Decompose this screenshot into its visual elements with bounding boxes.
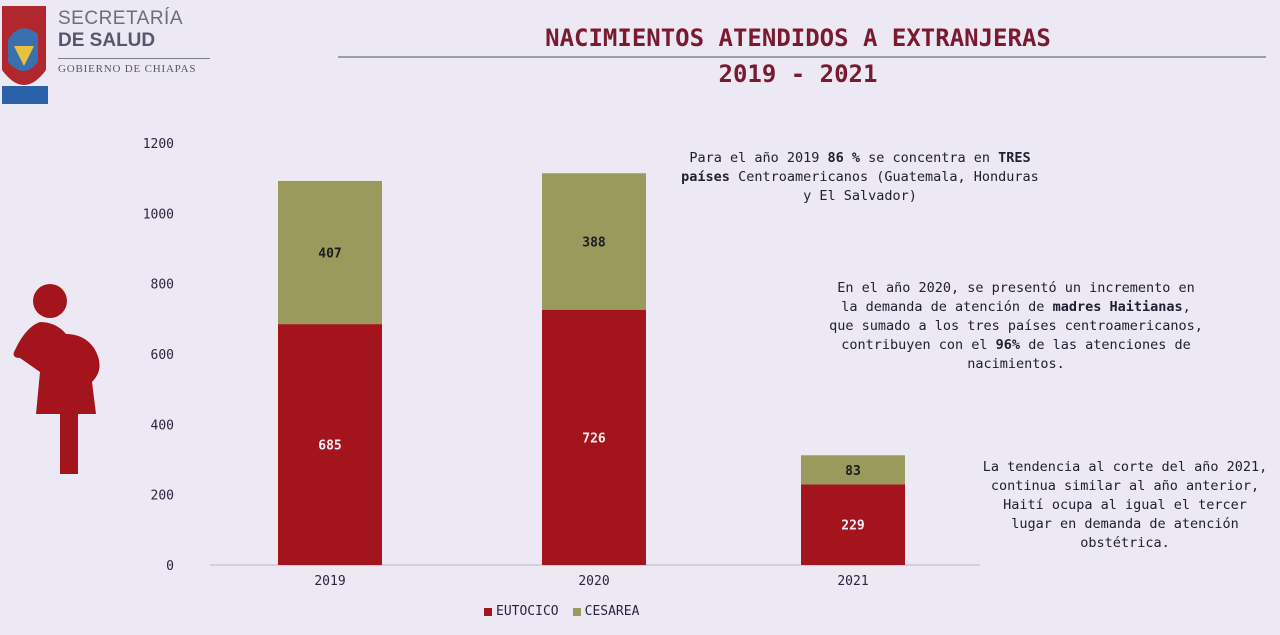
legend-item-eutocico: EUTOCICO (484, 604, 559, 619)
pregnant-woman-icon (13, 284, 100, 474)
x-tick-label: 2020 (578, 574, 609, 589)
x-tick-label: 2019 (314, 574, 345, 589)
y-tick-label: 1200 (143, 137, 174, 152)
note-2019-tres-paises: TRES países (681, 150, 1031, 185)
bar-value-label: 407 (318, 247, 341, 262)
brand-divider (58, 58, 210, 59)
bar-value-label: 83 (845, 464, 861, 479)
chart-subtitle: 2019 - 2021 (718, 60, 878, 88)
note-2019-text-a: Para el año 2019 (689, 150, 828, 166)
note-2020-madres-haitianas: madres Haitianas (1052, 299, 1183, 315)
y-tick-label: 400 (151, 418, 174, 433)
note-2020: En el año 2020, se presentó un increment… (828, 279, 1204, 374)
y-tick-label: 600 (151, 348, 174, 363)
brand-block: SECRETARÍA DE SALUD GOBIERNO DE CHIAPAS (58, 8, 210, 75)
x-tick-label: 2021 (837, 574, 868, 589)
y-tick-label: 1000 (143, 207, 174, 222)
note-2019-text-c: se concentra en (860, 150, 999, 166)
bar-eutocico-2019 (278, 324, 382, 565)
bar-value-label: 388 (582, 235, 606, 250)
note-2021: La tendencia al corte del año 2021, cont… (982, 459, 1268, 551)
note-2020-text-e: de las atenciones de nacimientos. (967, 337, 1191, 372)
bar-value-label: 685 (318, 439, 341, 454)
note-2019-percent: 86 % (827, 150, 860, 166)
note-2019: Para el año 2019 86 % se concentra en TR… (680, 149, 1040, 206)
bar-value-label: 229 (841, 519, 864, 534)
y-tick-label: 800 (151, 278, 174, 293)
brand-gobierno: GOBIERNO DE CHIAPAS (58, 63, 197, 75)
note-2020-text-c: , que sumado a los tres países centroame… (829, 299, 1203, 353)
bar-eutocico-2020 (542, 309, 646, 565)
y-tick-label: 200 (151, 489, 174, 504)
note-2019-text-e: Centroamericanos (Guatemala, Honduras y … (729, 169, 1039, 204)
bar-eutocico-2021 (801, 484, 905, 565)
legend-label-cesarea: CESAREA (584, 604, 640, 619)
legend-item-cesarea: CESAREA (572, 604, 640, 619)
legend-label-eutocico: EUTOCICO (496, 604, 559, 619)
bar-cesarea-2021 (801, 455, 905, 485)
bar-cesarea-2019 (278, 180, 382, 325)
legend-swatch-eutocico (484, 607, 492, 616)
chart-legend: EUTOCICO CESAREA (484, 604, 639, 619)
brand-de-salud: DE SALUD (58, 30, 156, 51)
legend-swatch-cesarea (572, 607, 581, 616)
note-2020-text-a: En el año 2020, se presentó un increment… (837, 280, 1195, 315)
title-underline (338, 56, 1266, 58)
brand-secretaria: SECRETARÍA (58, 8, 184, 29)
chiapas-coat-of-arms-logo (0, 0, 50, 104)
chart-title: NACIMIENTOS ATENDIDOS A EXTRANJERAS (545, 24, 1051, 52)
bar-cesarea-2020 (542, 173, 646, 310)
y-tick-label: 0 (166, 559, 174, 574)
note-2020-percent: 96% (995, 337, 1021, 353)
bar-value-label: 726 (582, 431, 606, 446)
